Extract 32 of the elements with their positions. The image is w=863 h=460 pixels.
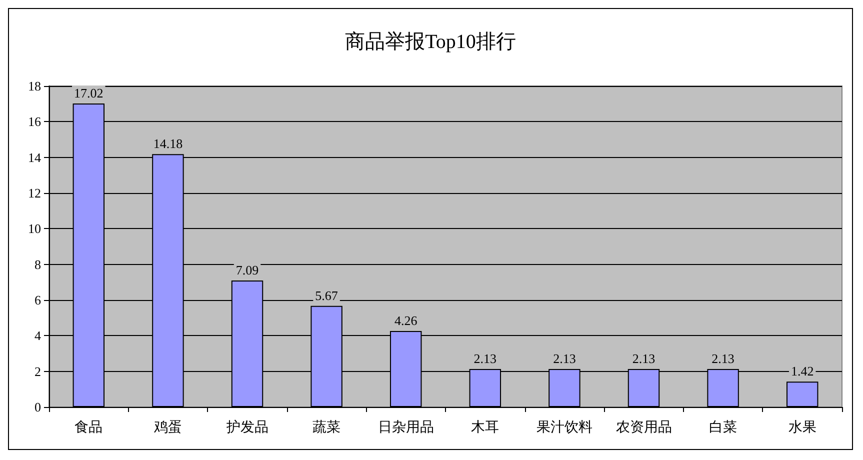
data-label: 4.26 xyxy=(394,313,418,328)
data-label: 2.13 xyxy=(712,351,734,366)
y-tick-label: 0 xyxy=(34,400,41,414)
data-label: 17.02 xyxy=(74,85,104,100)
y-tick-label: 2 xyxy=(34,364,41,379)
data-label: 7.09 xyxy=(236,262,259,278)
y-tick-label: 4 xyxy=(34,328,42,344)
bar xyxy=(786,382,818,407)
y-tick-label: 10 xyxy=(28,221,41,236)
data-label: 5.67 xyxy=(315,288,338,303)
x-tick-label: 日杂用品 xyxy=(378,420,434,436)
data-label: 2.13 xyxy=(553,351,576,366)
x-tick-label: 农资用品 xyxy=(616,420,672,436)
x-tick-label: 果汁饮料 xyxy=(536,420,592,436)
x-tick-label: 白菜 xyxy=(709,420,738,436)
y-tick-label: 6 xyxy=(34,292,42,308)
data-label: 2.13 xyxy=(474,351,497,366)
y-tick-label: 18 xyxy=(28,78,41,94)
y-tick-label: 8 xyxy=(34,256,41,272)
data-label: 14.18 xyxy=(153,136,183,152)
x-tick-label: 蔬菜 xyxy=(312,420,341,436)
y-tick-label: 14 xyxy=(28,150,42,165)
data-label: 2.13 xyxy=(632,351,656,366)
x-tick-label: 木耳 xyxy=(471,420,500,436)
chart-title: 商品举报Top10排行 xyxy=(345,31,516,53)
x-tick-label: 食品 xyxy=(74,420,103,436)
y-tick-label: 16 xyxy=(28,114,42,130)
x-tick-label: 水果 xyxy=(788,420,816,436)
y-tick-label: 12 xyxy=(28,186,41,200)
data-label: 1.42 xyxy=(790,364,814,379)
x-tick-label: 鸡蛋 xyxy=(152,420,182,436)
x-tick-label: 护发品 xyxy=(225,420,268,436)
